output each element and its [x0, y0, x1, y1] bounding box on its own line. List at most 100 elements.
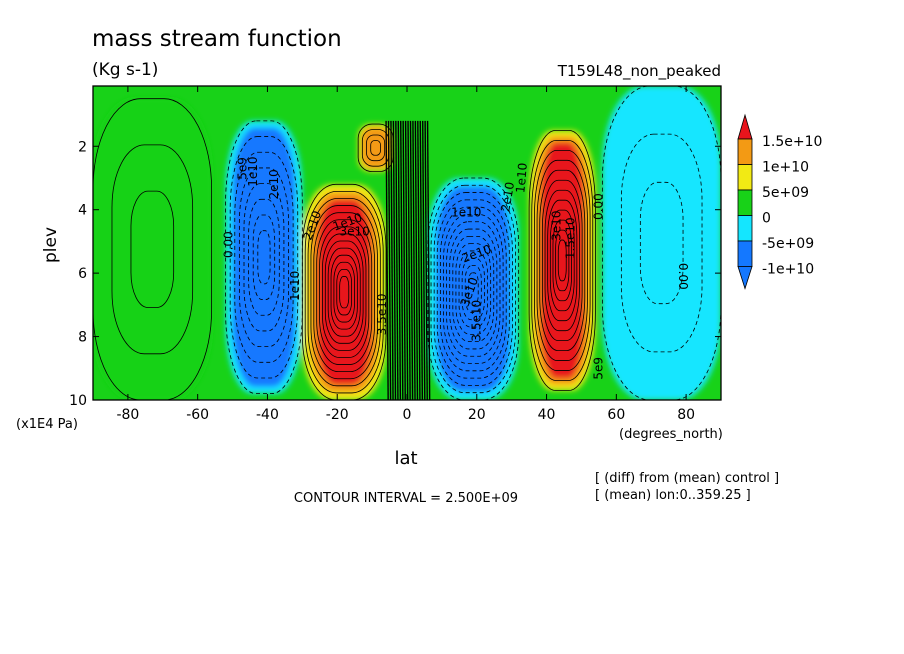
contour-line	[458, 250, 488, 328]
x-axis-label: lat	[394, 448, 417, 469]
contour-label: 5e9	[591, 357, 605, 380]
cell-shade-level	[602, 86, 721, 400]
contour-label: 1e10	[246, 156, 260, 186]
contour-label: 0.00	[676, 263, 690, 290]
x-axis-units: (degrees_north)	[619, 427, 723, 442]
contour-line	[402, 120, 406, 400]
y-tick-label: 6	[78, 266, 87, 282]
cell-shade-level	[232, 127, 296, 387]
contour-line	[390, 120, 394, 400]
contour-label: 3.5e10	[469, 300, 483, 342]
contour-line	[536, 159, 588, 361]
contour-line	[439, 206, 507, 372]
contour-line	[310, 205, 378, 380]
contour-line	[319, 226, 370, 358]
cell-southern-hadley-positive	[302, 184, 387, 400]
colorbar-segment	[737, 240, 753, 267]
contour-line	[555, 229, 570, 292]
contour-line	[385, 120, 389, 400]
contour-line	[327, 247, 361, 337]
contour-line	[544, 189, 580, 332]
contour-line	[414, 120, 419, 400]
plot-area	[93, 86, 721, 400]
contour-line	[366, 134, 386, 162]
contour-label: 5e9	[236, 157, 250, 180]
diff-note: [ (diff) from (mean) control ]	[595, 471, 779, 486]
cell-northern-midlat-positive	[529, 130, 596, 391]
cell-shade-level	[541, 142, 584, 379]
contour-line	[422, 120, 426, 400]
y-tick-label: 4	[78, 203, 87, 219]
contour-line	[257, 230, 271, 285]
y-axis-label: plev	[41, 227, 61, 263]
experiment-label: T159L48_non_peaked	[557, 62, 721, 81]
cell-southern-high-lat-positive	[93, 98, 212, 400]
contour-line	[395, 120, 399, 400]
contour-line	[436, 199, 510, 379]
cell-shade-level	[436, 186, 511, 392]
contour-line	[412, 120, 416, 400]
contour-line	[549, 209, 575, 312]
x-tick-label: -60	[186, 407, 209, 423]
contour-line	[417, 120, 421, 400]
x-tick-label: -40	[256, 407, 279, 423]
colorbar-segment	[737, 138, 753, 165]
contour-line	[339, 276, 350, 309]
x-tick-label: -80	[116, 407, 139, 423]
contour-line	[93, 98, 213, 400]
x-tick-label: 0	[403, 407, 412, 423]
contour-line	[552, 219, 572, 302]
contour-line	[449, 228, 498, 350]
contour-line	[424, 120, 428, 400]
cell-northern-hadley-negative	[427, 177, 519, 400]
contour-label: 3e10	[550, 210, 564, 240]
contour-label: 2e10	[267, 169, 281, 199]
contour-line	[400, 120, 404, 400]
colorbar-label: 0	[762, 211, 771, 227]
contour-line	[313, 212, 375, 373]
contour-label: 1e10	[513, 162, 530, 193]
contour-line	[333, 261, 355, 323]
equatorial-contour-band	[385, 120, 431, 400]
contour-line	[304, 191, 384, 394]
chart-units: (Kg s-1)	[92, 60, 158, 80]
contour-interval-note: CONTOUR INTERVAL = 2.500E+09	[294, 491, 518, 506]
contour-line	[229, 136, 299, 379]
contour-line	[461, 257, 485, 321]
contour-label: 1e10	[288, 271, 302, 301]
contour-line	[433, 192, 513, 386]
contour-line	[534, 149, 591, 371]
contour-line	[409, 120, 414, 400]
contour-line	[464, 265, 482, 313]
chart-title: mass stream function	[92, 26, 342, 52]
contour-label: 3e10	[340, 224, 370, 238]
contour-line	[547, 199, 578, 322]
y-tick-label: 8	[78, 330, 87, 346]
contour-line	[301, 183, 387, 400]
colorbar-label: -5e+09	[762, 236, 814, 252]
contour-label: 0.00	[222, 231, 236, 258]
contour-line	[407, 120, 411, 400]
contour-line	[397, 120, 402, 400]
contour-line	[639, 181, 684, 305]
contour-label: 3.5e10	[375, 293, 389, 335]
x-tick-label: 40	[538, 407, 556, 423]
contour-line	[531, 139, 594, 381]
contour-line	[336, 268, 353, 316]
contour-line	[426, 120, 431, 400]
contour-line	[557, 239, 567, 282]
contour-line	[404, 120, 409, 400]
contour-line	[252, 214, 276, 300]
colorbar-segment	[737, 189, 753, 216]
colorbar-label: 1e+10	[762, 160, 809, 176]
contour-line	[539, 169, 586, 352]
cell-southern-midlat-negative	[225, 120, 303, 394]
contour-line	[446, 221, 501, 357]
cell-upper-positive-cell	[358, 124, 394, 172]
contour-line	[111, 144, 194, 355]
x-tick-label: 20	[468, 407, 486, 423]
cell-shade-level	[317, 199, 371, 385]
contour-line	[324, 240, 364, 344]
x-tick-label: -20	[326, 407, 349, 423]
